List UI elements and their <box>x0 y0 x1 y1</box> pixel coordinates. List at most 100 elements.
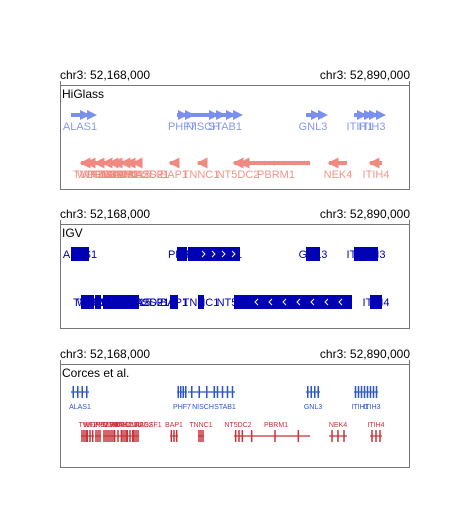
gene-stab1: STAB1 <box>208 110 243 133</box>
strand-arrow <box>357 110 367 120</box>
strand-arrow <box>369 110 379 120</box>
gene-body <box>354 247 366 261</box>
gene-label: NEK4 <box>329 422 347 429</box>
gene-cacna2d2: CACNA2D2 <box>115 422 153 442</box>
gene-rassf1: RASSF1 <box>133 422 162 442</box>
range-start-label: chr3: 52,168,000 <box>60 207 151 221</box>
gene-body <box>81 295 87 309</box>
strand-arrow <box>259 160 265 166</box>
gene-nisch: NISCH <box>188 386 218 411</box>
gene-gnl3: GNL3 <box>304 386 322 411</box>
strand-arrow <box>168 157 180 169</box>
gene-body <box>113 295 123 309</box>
gene-label: NT5DC2 <box>217 169 260 181</box>
gene-tnnc1: TNNC1 <box>189 422 213 442</box>
strand-arrow <box>238 157 250 169</box>
gene-label: GLYCTK <box>92 169 136 181</box>
strand-chevron <box>338 298 343 306</box>
gene-label: DNAH1 <box>101 169 138 181</box>
gene-label: PPM1M <box>94 422 119 429</box>
gene-stab1: STAB1 <box>214 386 236 411</box>
range-start-label: chr3: 52,168,000 <box>60 68 151 82</box>
track-title: HiGlass <box>62 87 105 101</box>
gene-label: GNL3 <box>299 121 328 133</box>
gene-annotation-svg: ALAS1PHF7NISCHSTAB1GNL3ITIH1ITIH3TWF2WDR… <box>63 247 389 309</box>
strand-arrow <box>87 110 97 120</box>
gene-label: TLR9 <box>97 169 124 181</box>
gene-alas1: ALAS1 <box>69 386 91 411</box>
gene-label: RASSF1 <box>134 422 161 429</box>
gene-itih4: ITIH4 <box>363 157 390 181</box>
gene-body <box>370 295 382 309</box>
strand-chevron <box>310 298 315 306</box>
strand-arrow <box>111 157 123 169</box>
gene-label: ITIH1 <box>351 404 368 411</box>
gene-label: NISCH <box>186 121 220 133</box>
gene-body <box>306 247 320 261</box>
gene-label: PPM1M <box>86 169 125 181</box>
gene-label: PBRM1 <box>257 169 295 181</box>
gene-nek4: NEK4 <box>329 422 347 442</box>
gene-label: WDR82 <box>84 422 109 429</box>
gene-label: NISCH <box>192 404 214 411</box>
strand-arrow <box>233 110 243 120</box>
strand-arrow <box>368 157 380 169</box>
gene-pbrm1-igv <box>242 295 352 309</box>
track-title: Corces et al. <box>62 366 130 380</box>
strand-arrow <box>80 110 90 120</box>
gene-label: GLYCTK <box>100 422 128 429</box>
gene-label: ALAS1 <box>63 121 97 133</box>
gene-body <box>170 295 178 309</box>
gene-label: GNL3 <box>299 249 328 261</box>
gene-tnnc1: TNNC1 <box>183 157 219 181</box>
gene-label: TWF2 <box>78 422 97 429</box>
gene-label: PHF7 <box>168 121 196 133</box>
gene-label: BAP1 <box>165 422 183 429</box>
gene-label: ITIH3 <box>359 249 386 261</box>
gene-label: ITIH3 <box>363 404 380 411</box>
gene-label: GNL3 <box>304 404 322 411</box>
range-start-label: chr3: 52,168,000 <box>60 347 151 361</box>
gene-label: RASSF1 <box>127 169 170 181</box>
gene-label: CACNA2D2 <box>115 422 152 429</box>
gene-bap1: BAP1 <box>160 295 188 309</box>
track-frame <box>60 220 410 329</box>
strand-chevron <box>324 298 329 306</box>
gene-nt5dc2: NT5DC2 <box>224 422 252 442</box>
gene-pbrm1: PBRM1 <box>238 157 310 181</box>
gene-bap1: BAP1 <box>165 422 183 442</box>
gene-body <box>366 247 378 261</box>
gene-wdr82: WDR82 <box>77 157 115 181</box>
gene-label: TNNC1 <box>183 297 220 309</box>
strand-chevron <box>211 250 216 258</box>
strand-arrow <box>101 157 113 169</box>
strand-arrow <box>376 110 386 120</box>
gene-label: TWF2 <box>73 169 103 181</box>
gene-itih3: ITIH3 <box>363 386 381 411</box>
strand-arrow <box>327 157 339 169</box>
gene-label: STAB1 <box>214 404 236 411</box>
strand-chevron <box>268 298 273 306</box>
strand-arrow <box>318 110 328 120</box>
gene-label: ITIH4 <box>363 169 390 181</box>
strand-chevron <box>201 250 206 258</box>
gene-itih3: ITIH3 <box>359 110 386 133</box>
gene-itih1: ITIH1 <box>351 386 369 411</box>
track-title: IGV <box>62 226 83 240</box>
strand-arrow <box>289 160 295 166</box>
strand-arrow <box>209 110 219 120</box>
gene-pbrm1: PBRM1 <box>240 422 310 442</box>
strand-arrow <box>232 157 244 169</box>
strand-chevron <box>254 298 259 306</box>
gene-label: CACNA2D2 <box>105 169 164 181</box>
gene-label: ITIH3 <box>359 121 386 133</box>
gene-nek4: NEK4 <box>324 157 352 181</box>
range-end-label: chr3: 52,890,000 <box>319 68 410 82</box>
gene-label: NT5DC2 <box>224 422 251 429</box>
gene-body <box>240 161 310 165</box>
strand-arrow <box>84 157 96 169</box>
gene-label: ALAS1 <box>69 404 91 411</box>
strand-arrow <box>131 157 143 169</box>
